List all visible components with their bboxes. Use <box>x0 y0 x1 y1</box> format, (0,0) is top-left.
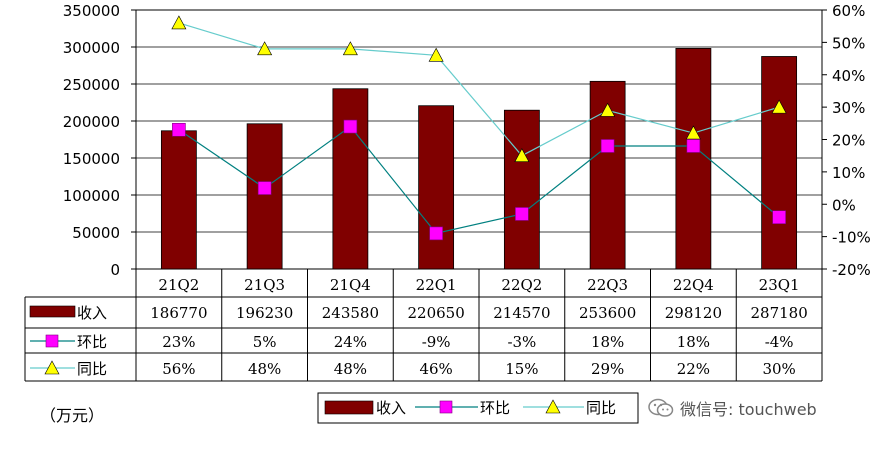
right-tick-label: 50% <box>832 34 865 52</box>
table-cell: -9% <box>422 333 451 351</box>
table-key-revenue <box>29 305 76 318</box>
table-cell: 186770 <box>150 304 207 322</box>
marker-qoq <box>429 226 443 241</box>
marker-yoy <box>428 47 444 62</box>
plot-area <box>135 9 823 270</box>
table-row-label: 收入 <box>77 304 107 322</box>
category-label: 22Q4 <box>673 276 714 294</box>
category-label: 21Q2 <box>158 276 199 294</box>
legend-key-yoy-marker <box>545 399 561 414</box>
right-tick-label: -10% <box>832 229 871 247</box>
table-cell: -4% <box>765 333 794 351</box>
marker-yoy <box>600 102 616 117</box>
right-tick-label: 20% <box>832 132 865 150</box>
bar-revenue <box>418 105 455 270</box>
marker-qoq <box>515 207 529 221</box>
category-label: 21Q4 <box>330 276 371 294</box>
table-cell: 298120 <box>665 304 722 322</box>
bar-revenue <box>675 47 712 270</box>
right-tick-label: 40% <box>832 67 865 85</box>
table-cell: 5% <box>253 333 277 351</box>
table-cell: 48% <box>248 360 281 378</box>
left-tick-label: 300000 <box>63 39 120 57</box>
table-cell: 30% <box>762 360 795 378</box>
marker-yoy <box>514 148 530 162</box>
table-cell: 214570 <box>493 304 550 322</box>
bar-revenue <box>160 130 197 270</box>
marker-qoq <box>600 139 615 153</box>
legend-label-qoq: 环比 <box>480 399 510 417</box>
right-tick-label: 60% <box>832 2 865 20</box>
table-cell: 23% <box>162 333 195 351</box>
bar-revenue <box>332 88 369 270</box>
unit-label: （万元） <box>40 406 105 425</box>
marker-yoy <box>171 15 187 30</box>
table-cell: 253600 <box>579 304 636 322</box>
bar-revenue <box>503 109 540 270</box>
marker-yoy <box>685 125 701 140</box>
table-row-label: 同比 <box>77 360 107 378</box>
table-cell: 22% <box>677 360 710 378</box>
legend-key-revenue <box>324 400 374 415</box>
table-cell: 29% <box>591 360 624 378</box>
table-cell: 24% <box>334 333 367 351</box>
marker-qoq <box>257 181 272 195</box>
left-tick-label: 50000 <box>72 224 120 242</box>
right-tick-label: -20% <box>832 261 871 279</box>
table-cell: -3% <box>507 333 536 351</box>
legend-label-yoy: 同比 <box>586 399 616 417</box>
table-cell: 56% <box>162 360 195 378</box>
right-tick-label: 30% <box>832 99 865 117</box>
table-row-label: 环比 <box>77 333 107 351</box>
table-cell: 18% <box>677 333 710 351</box>
legend-key-qoq-marker <box>439 400 453 414</box>
line-yoy <box>178 22 780 157</box>
table-cell: 196230 <box>236 304 293 322</box>
category-label: 23Q1 <box>759 276 800 294</box>
right-tick-label: 10% <box>832 164 865 182</box>
marker-yoy <box>771 99 787 114</box>
left-tick-label: 250000 <box>63 76 120 94</box>
category-label: 22Q1 <box>416 276 457 294</box>
table-key-qoq-marker <box>45 334 59 348</box>
table-cell: 220650 <box>407 304 464 322</box>
table-key-yoy-marker <box>44 360 60 375</box>
table-cell: 48% <box>334 360 367 378</box>
marker-qoq <box>686 139 701 153</box>
left-tick-label: 100000 <box>63 187 120 205</box>
table-cell: 46% <box>419 360 452 378</box>
marker-yoy <box>257 41 273 56</box>
category-label: 22Q3 <box>587 276 628 294</box>
category-label: 22Q2 <box>501 276 542 294</box>
watermark: 微信号: touchweb <box>648 396 817 420</box>
legend-label-revenue: 收入 <box>376 399 406 417</box>
left-tick-label: 0 <box>110 261 120 279</box>
table-cell: 243580 <box>322 304 379 322</box>
marker-qoq <box>772 210 786 224</box>
bar-revenue <box>246 123 283 270</box>
marker-qoq <box>343 119 358 134</box>
wechat-icon <box>648 398 674 417</box>
left-tick-label: 150000 <box>63 150 120 168</box>
line-qoq <box>178 125 780 235</box>
right-tick-label: 0% <box>832 196 856 214</box>
table-cell: 287180 <box>750 304 807 322</box>
table-cell: 18% <box>591 333 624 351</box>
left-tick-label: 200000 <box>63 113 120 131</box>
bar-revenue <box>761 56 798 270</box>
marker-yoy <box>342 41 358 56</box>
category-label: 21Q3 <box>244 276 285 294</box>
marker-qoq <box>172 122 186 137</box>
watermark-text: 微信号: touchweb <box>680 400 817 419</box>
left-tick-label: 350000 <box>63 2 120 20</box>
table-cell: 15% <box>505 360 538 378</box>
